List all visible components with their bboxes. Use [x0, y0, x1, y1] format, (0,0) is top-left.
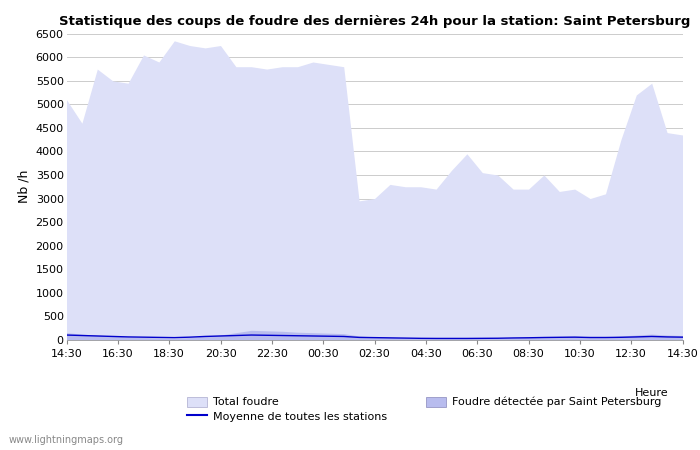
Text: Heure: Heure [635, 388, 668, 398]
Title: Statistique des coups de foudre des dernières 24h pour la station: Saint Petersb: Statistique des coups de foudre des dern… [59, 15, 690, 28]
Y-axis label: Nb /h: Nb /h [17, 170, 30, 203]
Legend: Total foudre, Moyenne de toutes les stations, Foudre détectée par Saint Petersbu: Total foudre, Moyenne de toutes les stat… [183, 392, 665, 426]
Text: www.lightningmaps.org: www.lightningmaps.org [8, 435, 123, 445]
